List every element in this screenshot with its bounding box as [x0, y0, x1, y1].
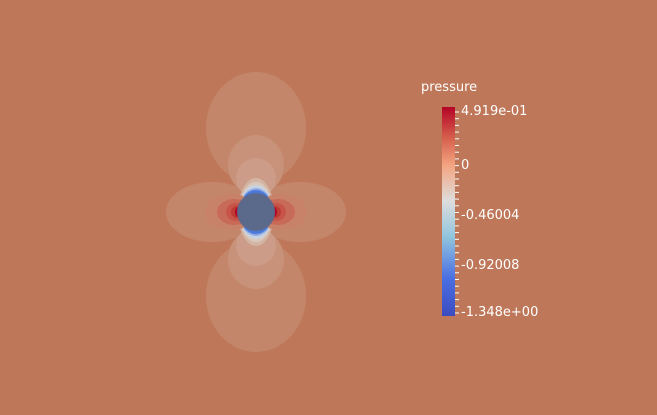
- colorbar-tick-label: -1.348e+00: [461, 305, 539, 320]
- colorbar-title: pressure: [421, 80, 478, 95]
- colorbar-ramp: [442, 107, 455, 316]
- colorbar-tick-label: 0: [461, 157, 470, 173]
- colorbar-ticks: [455, 111, 459, 314]
- cylinder: [237, 193, 275, 231]
- colorbar-tick-label: -0.46004: [461, 207, 520, 223]
- colorbar-tick-label: -0.92008: [461, 258, 520, 274]
- colorbar-tick-label: 4.919e-01: [461, 104, 528, 119]
